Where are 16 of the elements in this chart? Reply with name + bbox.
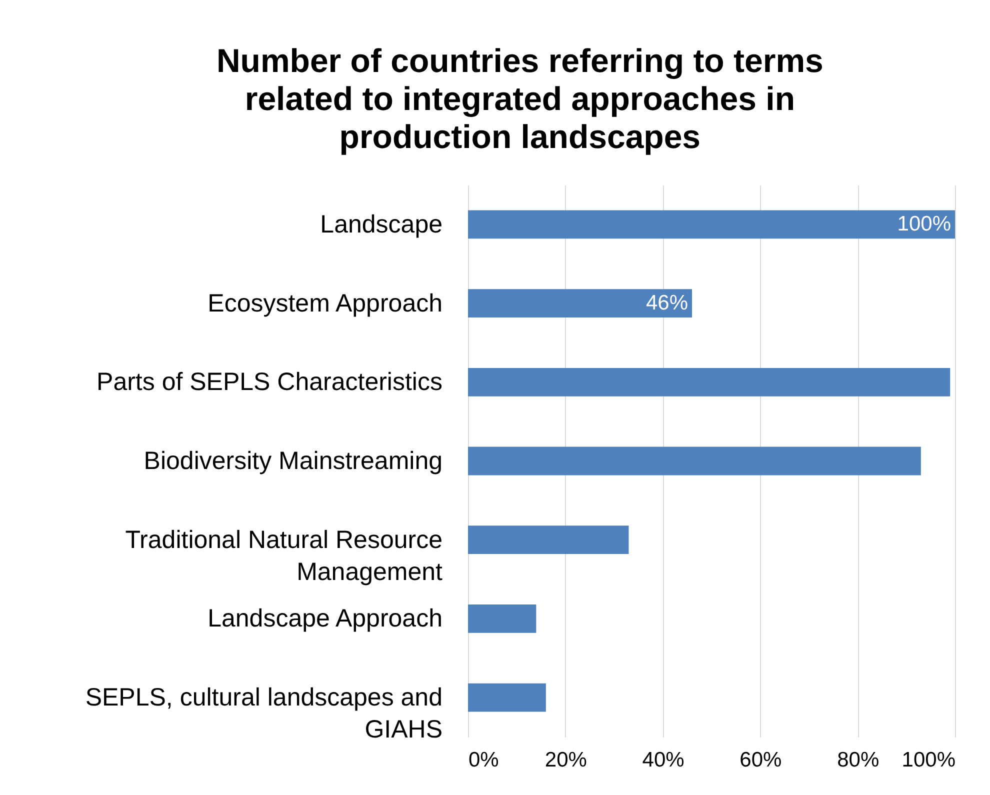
y-tick-label: Landscape Approach <box>208 604 442 633</box>
y-tick-label: Traditional Natural Resource Management <box>125 526 443 586</box>
data-label: 100% <box>897 212 951 236</box>
x-tick-label: 20% <box>544 748 587 772</box>
x-tick-label: 40% <box>642 748 684 772</box>
x-tick-label: 100% <box>902 748 956 772</box>
x-tick-label: 80% <box>837 748 880 772</box>
y-tick-label: SEPLS, cultural landscapes and GIAHS <box>85 684 442 744</box>
y-tick-label: Ecosystem Approach <box>208 289 442 318</box>
data-label: 46% <box>646 291 688 314</box>
chart-title: Number of countries referring to terms related to integrated approaches in production landscapes <box>216 42 824 155</box>
x-tick-label: 0% <box>468 748 499 772</box>
y-tick-label: Biodiversity Mainstreaming <box>144 447 442 475</box>
y-tick-label: Landscape <box>320 210 442 238</box>
x-tick-label: 60% <box>740 748 782 772</box>
y-tick-label: Parts of SEPLS Characteristics <box>96 368 442 396</box>
